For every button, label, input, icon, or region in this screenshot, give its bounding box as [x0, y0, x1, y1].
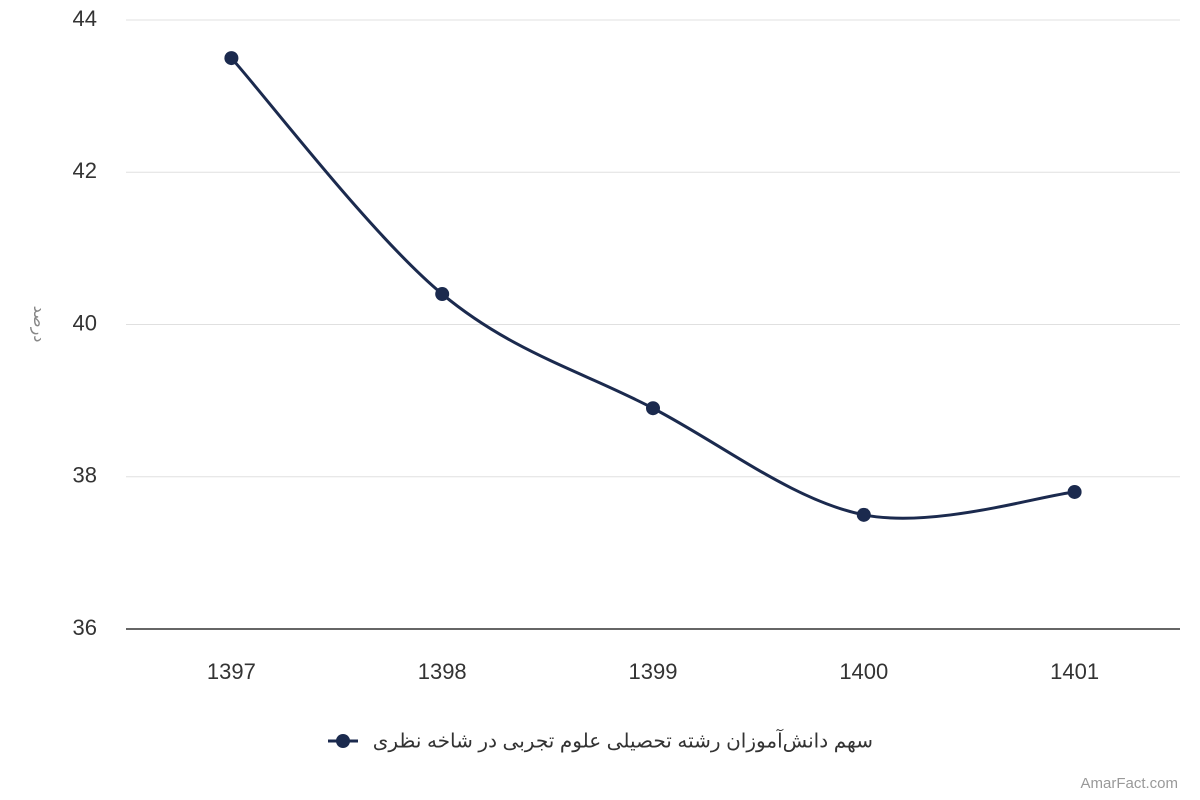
x-tick-label: 1397 — [207, 659, 256, 684]
y-tick-label: 40 — [73, 310, 97, 335]
data-point — [224, 51, 239, 66]
x-tick-label: 1399 — [629, 659, 678, 684]
x-tick-label: 1398 — [418, 659, 467, 684]
data-point — [1067, 484, 1082, 499]
data-point — [856, 507, 871, 522]
x-tick-label: 1401 — [1050, 659, 1099, 684]
credit: AmarFact.com — [1080, 775, 1178, 792]
y-tick-label: 38 — [73, 463, 97, 488]
y-tick-label: 36 — [73, 615, 97, 640]
y-tick-label: 44 — [73, 6, 97, 31]
y-tick-label: 42 — [73, 158, 97, 183]
data-point — [435, 287, 450, 302]
data-point — [646, 401, 660, 416]
series-line — [230, 57, 1075, 520]
x-tick-label: 1400 — [839, 659, 888, 684]
legend-marker — [336, 734, 350, 748]
legend-label: سهم دانش‌آموزان رشته تحصیلی علوم تجربی د… — [373, 727, 873, 752]
y-axis-title: درصد — [29, 306, 47, 343]
